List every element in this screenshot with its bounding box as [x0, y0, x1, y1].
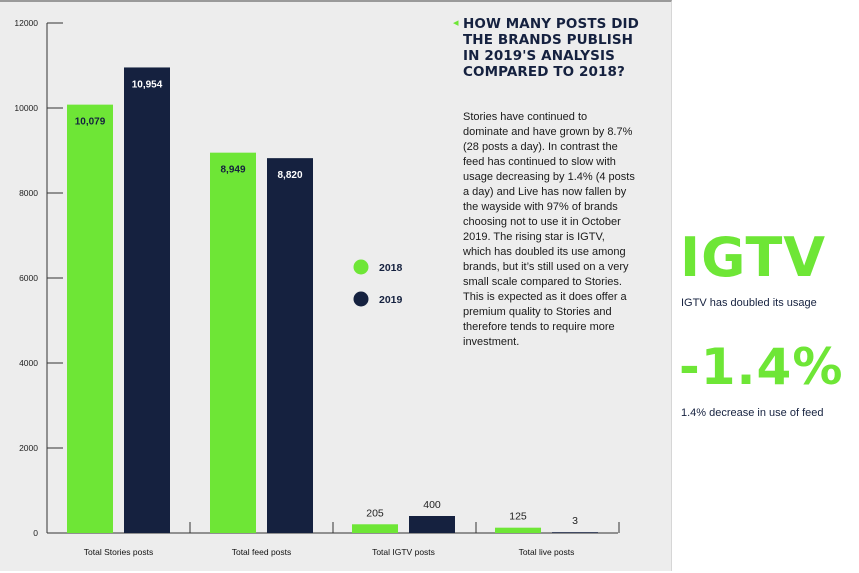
bar-2019-0 [124, 67, 170, 533]
stat-igtv-caption: IGTV has doubled its usage [681, 297, 817, 309]
infographic-panel: 0 2000 4000 6000 8000 10000 12000 10,079 8,949 20… [0, 0, 672, 571]
bar-2019-3 [552, 532, 598, 533]
data-label: 205 [366, 507, 384, 519]
bar-2019-1 [267, 158, 313, 533]
bar-chart: 0 2000 4000 6000 8000 10000 12000 10,079 8,949 20… [14, 18, 620, 557]
legend-marker-2019 [353, 291, 369, 307]
stat-feed-change: -1.4% [679, 338, 844, 396]
legend-label-2018: 2018 [379, 262, 403, 274]
chart-heading: HOW MANY POSTS DID THE BRANDS PUBLISH IN… [463, 16, 639, 80]
x-tick-label: Total IGTV posts [372, 547, 435, 557]
y-tick-label: 6000 [19, 273, 38, 283]
body-paragraph: Stories have continued to dominate and h… [463, 111, 635, 348]
x-tick-label: Total feed posts [232, 547, 292, 557]
data-label: 10,954 [132, 79, 163, 90]
heading-arrow-icon: ◂ [453, 17, 459, 29]
y-tick-label: 12000 [14, 18, 38, 28]
x-tick-label: Total live posts [519, 547, 575, 557]
data-label: 8,949 [220, 165, 245, 176]
bar-2018-2 [352, 524, 398, 533]
data-label: 3 [572, 515, 578, 527]
x-tick-label: Total Stories posts [84, 547, 153, 557]
y-tick-label: 10000 [14, 103, 38, 113]
stat-feed-caption: 1.4% decrease in use of feed [681, 407, 824, 419]
legend-label-2019: 2019 [379, 294, 403, 306]
data-label: 125 [509, 511, 527, 523]
y-tick-label: 0 [33, 528, 38, 538]
stat-igtv: IGTV [680, 226, 827, 289]
bar-2019-2 [409, 516, 455, 533]
y-tick-label: 2000 [19, 443, 38, 453]
y-tick-label: 4000 [19, 358, 38, 368]
y-tick-label: 8000 [19, 188, 38, 198]
bar-2018-0 [67, 104, 113, 533]
data-label: 8,820 [277, 170, 302, 181]
data-label: 10,079 [75, 117, 106, 128]
data-label: 400 [423, 499, 441, 511]
legend-marker-2018 [353, 259, 369, 275]
bar-2018-1 [210, 152, 256, 534]
bar-2018-3 [495, 527, 541, 533]
